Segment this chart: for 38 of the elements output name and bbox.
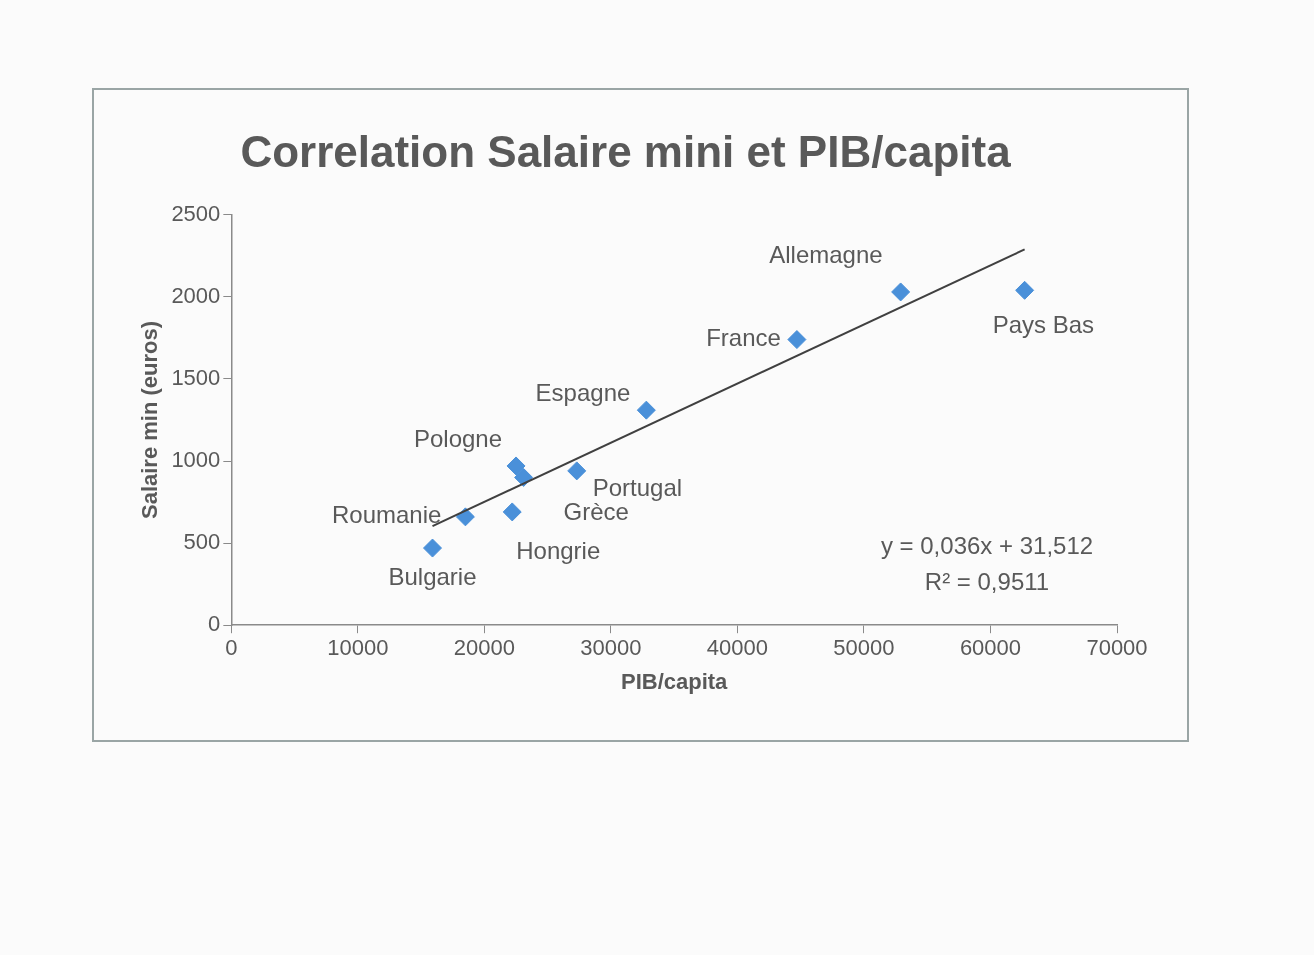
- annotation: Hongrie: [516, 536, 601, 564]
- annotation: Grèce: [563, 498, 629, 526]
- annotation: Bulgarie: [388, 562, 477, 590]
- annotation: R² = 0,9511: [924, 567, 1050, 595]
- point: [502, 502, 522, 522]
- y-tick-label: 500: [183, 529, 221, 555]
- point: [423, 538, 443, 558]
- y-tick-label: 0: [208, 611, 221, 637]
- annotation: Pologne: [413, 424, 503, 452]
- y-tick-label: 2000: [171, 282, 221, 308]
- annotation: y = 0,036x + 31,512: [880, 531, 1094, 559]
- annotation: France: [706, 324, 781, 352]
- y-tick-label: 2500: [171, 200, 221, 226]
- chart-title: Correlation Salaire mini et PIB/capita: [240, 126, 1012, 176]
- annotation: Roumanie: [332, 501, 442, 529]
- point: [1015, 280, 1035, 300]
- point: [506, 456, 526, 476]
- annotation: Portugal: [592, 473, 683, 501]
- annotation: Espagne: [535, 378, 631, 406]
- x-tick-label: 70000: [1086, 635, 1148, 661]
- point: [514, 467, 534, 487]
- point: [891, 282, 911, 302]
- x-tick-label: 10000: [327, 635, 389, 661]
- y-tick-label: 1500: [171, 365, 221, 391]
- x-tick-label: 60000: [959, 635, 1022, 661]
- x-tick-label: 50000: [833, 635, 895, 661]
- x-axis-title: PIB/capita: [620, 668, 729, 694]
- x-tick-label: 40000: [706, 635, 769, 661]
- point: [787, 330, 807, 350]
- x-tick-label: 20000: [453, 635, 515, 661]
- x-tick-label: 30000: [580, 635, 642, 661]
- point: [636, 400, 656, 420]
- y-axis-title: Salaire min (euros): [137, 320, 163, 520]
- point: [567, 461, 587, 481]
- annotation: Allemagne: [769, 240, 883, 268]
- x-tick-label: 0: [225, 635, 238, 661]
- y-tick-label: 1000: [171, 447, 221, 473]
- annotation: Pays Bas: [992, 310, 1095, 338]
